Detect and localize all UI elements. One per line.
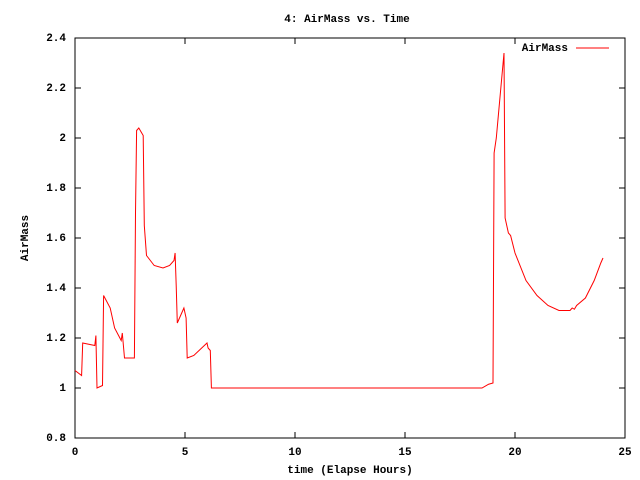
x-tick-label: 25 <box>618 447 632 459</box>
x-tick-label: 20 <box>508 447 521 459</box>
y-tick-label: 2.2 <box>46 83 66 95</box>
y-tick-label: 1.2 <box>46 333 66 345</box>
y-tick-label: 1.8 <box>46 183 66 195</box>
x-tick-label: 15 <box>398 447 412 459</box>
y-tick-label: 1 <box>59 383 66 395</box>
x-tick-label: 0 <box>72 447 79 459</box>
y-tick-label: 2 <box>59 133 66 145</box>
y-axis-label: AirMass <box>20 215 32 261</box>
y-tick-label: 2.4 <box>46 33 66 45</box>
legend-label: AirMass <box>522 43 568 55</box>
y-tick-label: 0.8 <box>46 433 66 445</box>
x-axis-label: time (Elapse Hours) <box>287 465 412 477</box>
x-tick-label: 5 <box>182 447 189 459</box>
y-tick-label: 1.6 <box>46 233 66 245</box>
chart-title: 4: AirMass vs. Time <box>284 14 410 26</box>
y-tick-label: 1.4 <box>46 283 66 295</box>
x-tick-label: 10 <box>288 447 301 459</box>
data-line <box>74 52 604 389</box>
